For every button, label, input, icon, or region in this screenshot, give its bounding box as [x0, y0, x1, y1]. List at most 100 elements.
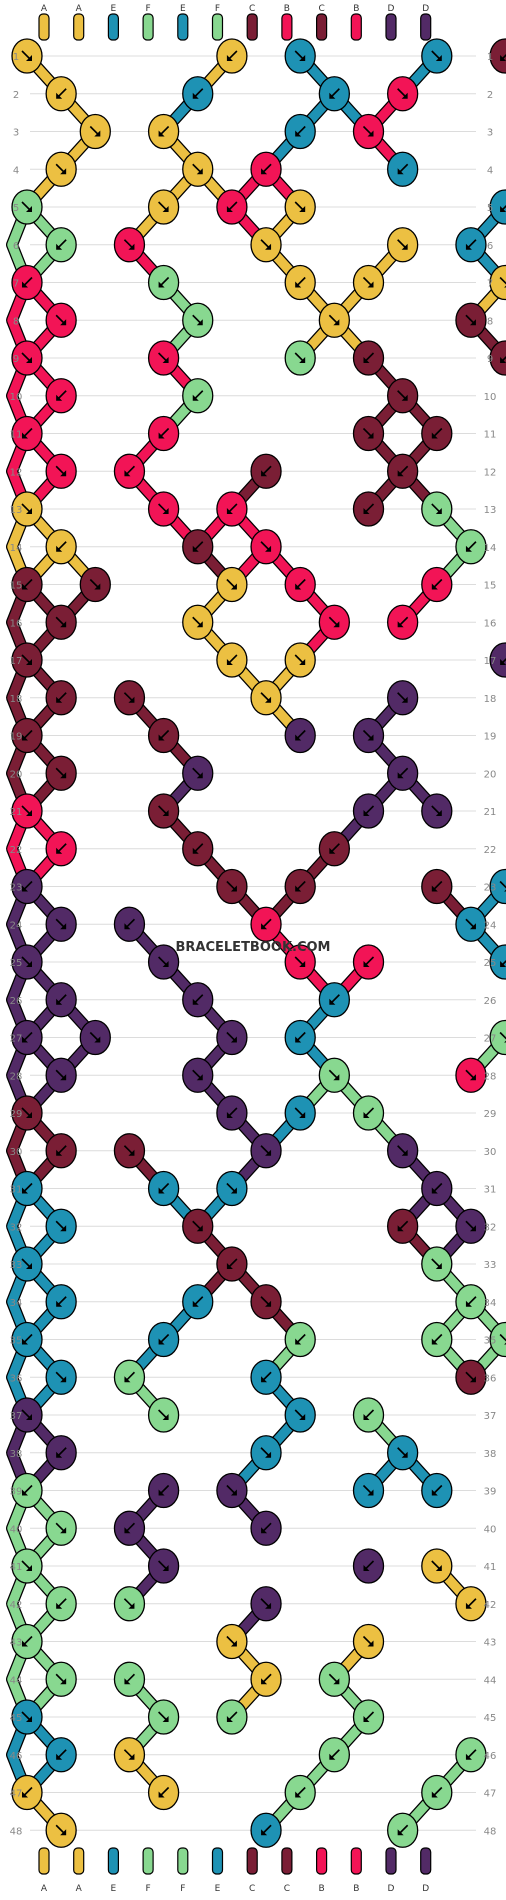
knot-arrow-head [22, 1338, 28, 1345]
string-stub-top [246, 13, 258, 41]
knot-arrow-head [469, 319, 476, 326]
knot-arrow-head [299, 206, 306, 212]
knot-arrow-head [162, 206, 169, 212]
row-label-left: 37 [10, 1411, 23, 1422]
watermark: BRACELETBOOK.COM [176, 940, 331, 955]
knot-arrow-head [60, 923, 67, 930]
knot-arrow-head [367, 432, 374, 439]
row-label-right: 5 [487, 203, 493, 214]
string-stub-top [177, 13, 189, 41]
knot-arrow-head [299, 55, 306, 61]
string-label-top: E [111, 4, 117, 14]
knot-arrow-head [26, 1414, 32, 1420]
knot-arrow-head [60, 470, 67, 477]
row-label-right: 35 [484, 1336, 497, 1347]
row-label-left: 12 [10, 467, 23, 478]
row-label-right: 14 [484, 543, 497, 554]
knot-arrow-head [158, 432, 165, 439]
row-label-right: 32 [484, 1222, 497, 1233]
row-label-right: 30 [484, 1147, 497, 1158]
string-stub-top [107, 13, 120, 41]
knot-arrow-head [26, 810, 32, 816]
knot-arrow-head [22, 885, 28, 892]
row-label-right: 1 [487, 52, 493, 63]
knot-arrow-head [158, 734, 165, 741]
row-label-left: 6 [13, 241, 19, 252]
knot-arrow-head [363, 508, 370, 514]
knot-arrow-head [124, 1678, 131, 1685]
row-label-left: 1 [13, 52, 19, 63]
knot-arrow-head [435, 810, 442, 816]
string-stub-bottom [246, 1847, 258, 1875]
knot-arrow-head [401, 1451, 408, 1458]
row-label-left: 26 [10, 996, 23, 1007]
string-stub-bottom [107, 1847, 120, 1875]
row-label-left: 48 [10, 1826, 23, 1837]
string-label-top: B [284, 4, 290, 14]
knot-arrow-head [22, 281, 28, 288]
row-label-left: 44 [10, 1675, 23, 1686]
knot-arrow-head [56, 1602, 63, 1609]
knot-arrow-head [162, 1414, 169, 1420]
knot-arrow-head [329, 1753, 336, 1760]
knot-arrow-head [363, 810, 370, 816]
knot-arrow-head [333, 1678, 340, 1685]
knot-arrow-head [196, 621, 203, 628]
knot-arrow-head [261, 923, 268, 930]
knot-arrow-head [397, 621, 404, 628]
knot-arrow-head [329, 847, 336, 854]
knot-arrow-head [465, 243, 472, 250]
knot-arrow-head [397, 772, 404, 779]
knot-arrow-head [265, 1300, 272, 1307]
knot-arrow-head [295, 885, 302, 892]
knot-arrow-head [261, 1678, 268, 1685]
knot-arrow-head [363, 1414, 370, 1420]
row-label-left: 32 [10, 1222, 23, 1233]
row-label-right: 11 [484, 430, 497, 441]
string-label-bottom: C [284, 1884, 290, 1894]
knot-arrow-head [469, 1074, 476, 1081]
knot-arrow-head [56, 1451, 63, 1458]
row-label-right: 18 [484, 694, 497, 705]
string-label-bottom: D [422, 1884, 429, 1894]
knot-arrow-head [329, 92, 336, 99]
knot-arrow-head [226, 206, 233, 212]
knot-arrow-head [230, 1036, 237, 1043]
knot-arrow-head [367, 281, 374, 288]
row-label-right: 21 [484, 807, 497, 818]
row-label-right: 8 [487, 316, 493, 327]
knot-arrow-head [397, 470, 404, 477]
string-stub-top [38, 13, 50, 41]
knot-arrow-head [158, 1791, 165, 1798]
string-stub-bottom [211, 1847, 224, 1875]
knot-arrow-head [22, 432, 28, 439]
knot-arrow-head [299, 1112, 306, 1118]
knot-arrow-head [295, 583, 302, 590]
row-label-right: 31 [484, 1185, 497, 1196]
row-label-right: 17 [484, 656, 497, 667]
knot-arrow-head [435, 1565, 442, 1571]
string-label-bottom: E [215, 1884, 221, 1894]
knot-arrow-head [431, 885, 438, 892]
knot-arrow-head [261, 470, 268, 477]
string-label-bottom: A [76, 1884, 83, 1894]
row-label-right: 45 [484, 1713, 497, 1724]
row-label-right: 48 [484, 1826, 497, 1837]
string-stub-top [211, 13, 224, 41]
knot-arrow-head [26, 206, 32, 212]
string-stub-top [420, 13, 432, 41]
knot-arrow-head [500, 206, 506, 212]
row-label-left: 47 [10, 1789, 23, 1800]
knot-arrow-head [124, 470, 131, 477]
knot-arrow [499, 1333, 506, 1342]
knot-arrow-head [162, 357, 169, 363]
string-stub-top [385, 13, 397, 41]
knot-arrow-head [363, 1112, 370, 1118]
knot-arrow-head [401, 1149, 408, 1156]
knot [489, 264, 506, 301]
string-label-top: D [388, 4, 395, 14]
knot-arrow-head [60, 1074, 67, 1081]
knot-arrow-head [431, 432, 438, 439]
knot-arrow-head [226, 659, 233, 665]
